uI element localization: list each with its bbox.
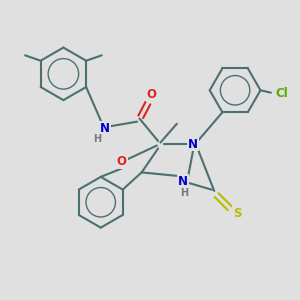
Text: O: O bbox=[146, 88, 157, 101]
Text: Cl: Cl bbox=[276, 87, 288, 100]
Text: N: N bbox=[100, 122, 110, 135]
Text: N: N bbox=[188, 137, 198, 151]
Text: O: O bbox=[117, 155, 127, 168]
Text: N: N bbox=[178, 175, 188, 188]
Text: S: S bbox=[233, 207, 242, 220]
Text: H: H bbox=[93, 134, 101, 144]
Text: H: H bbox=[180, 188, 188, 198]
